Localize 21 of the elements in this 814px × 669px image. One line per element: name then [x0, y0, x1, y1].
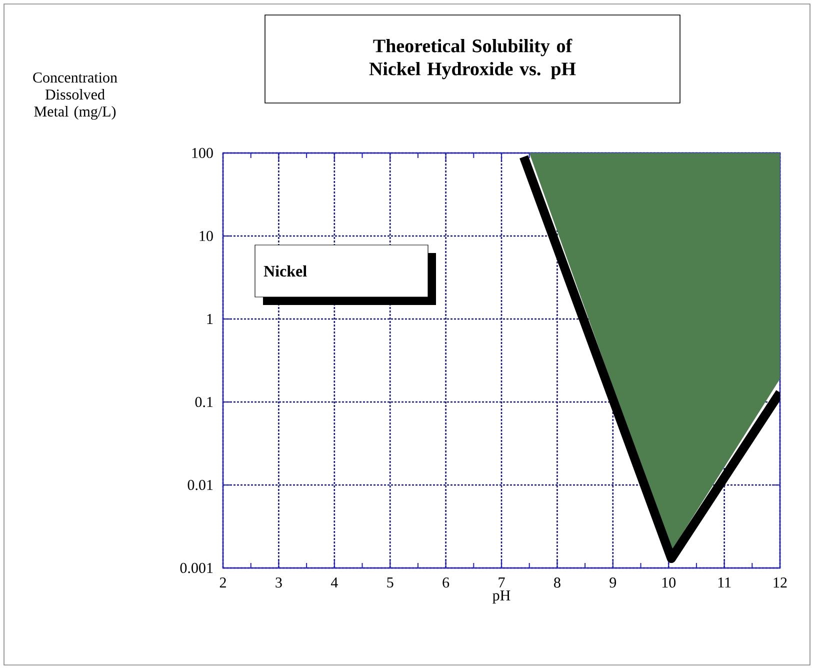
x-tick-label: 6	[442, 578, 450, 588]
chart-title: Theoretical Solubility of Nickel Hydroxide vs. pH	[369, 38, 576, 80]
y-axis-title: Concentration Dissolved Metal (mg/L)	[33, 72, 118, 120]
x-tick-label: 7	[498, 578, 505, 588]
y-tick-label: 0.1	[195, 396, 213, 408]
x-tick-label: 9	[610, 578, 616, 588]
x-tick-label: 11	[718, 578, 731, 588]
x-tick-label: 8	[554, 578, 560, 588]
x-tick-label: 12	[774, 578, 787, 588]
y-tick-label: 0.01	[188, 480, 213, 490]
y-tick-label: 100	[192, 148, 213, 158]
x-tick-label: 3	[276, 578, 282, 588]
y-tick-label: 10	[200, 230, 213, 242]
x-tick-label: 4	[330, 578, 338, 588]
annotation: Nickel	[264, 265, 307, 277]
x-tick-label: 5	[387, 578, 394, 588]
x-tick-label: 10	[662, 578, 676, 588]
x-axis-title: pH	[492, 590, 510, 604]
x-tick-label: 2	[220, 578, 226, 588]
y-tick-label: 1	[207, 314, 213, 324]
y-tick-label: 0.001	[180, 562, 213, 574]
